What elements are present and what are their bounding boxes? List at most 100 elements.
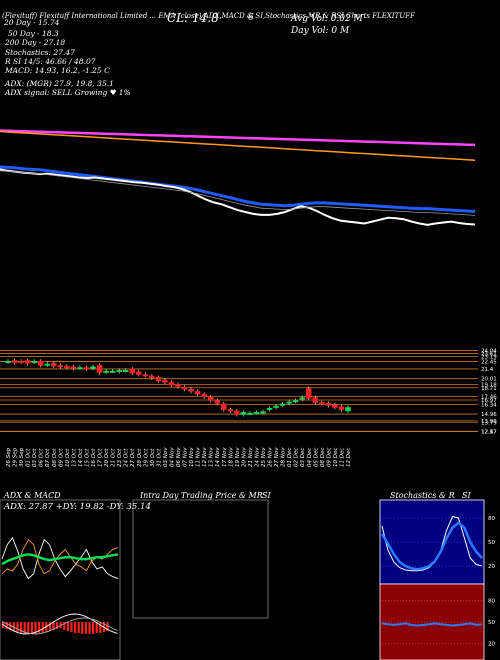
intraday-panel-title: Intra Day Trading Price & MR — [140, 491, 263, 500]
date-tick-0: 26 Sep — [6, 447, 12, 467]
price-tick-11: 14.96 — [481, 412, 497, 418]
source-line: (Flexituff) Flexituff International Limi… — [2, 12, 415, 20]
rsi-tick-1: 50 — [488, 620, 495, 626]
candle-1 — [11, 360, 18, 363]
date-tick-4: 03 Oct — [32, 448, 38, 467]
candle-24 — [162, 379, 168, 383]
candle-49 — [325, 403, 332, 406]
date-tick-47: 05 Dec — [313, 448, 319, 467]
intraday-panel-suffix: SI — [262, 491, 271, 500]
candle-3 — [24, 360, 31, 364]
date-tick-23: 31 Oct — [156, 448, 162, 467]
date-tick-30: 12 Nov — [202, 447, 208, 467]
candle-51 — [338, 406, 345, 410]
stoch-tick-1: 50 — [488, 540, 495, 546]
date-tick-29: 11 Nov — [196, 447, 202, 467]
candle-33 — [221, 403, 227, 410]
candle-4 — [31, 360, 37, 363]
adx-values: ADX: 27.87 +DY: 19.82 -DY: 35.14 — [4, 502, 151, 512]
ema-chart — [0, 129, 476, 226]
rsi-panel — [379, 583, 485, 660]
macd-bar-24 — [88, 622, 91, 634]
rsi-line-0 — [381, 622, 483, 627]
date-tick-41: 27 Nov — [274, 447, 280, 467]
date-tick-40: 26 Nov — [268, 447, 274, 467]
candle-37 — [247, 412, 253, 415]
macd-bar-19 — [70, 622, 73, 632]
price-tick-4: 21.4 — [481, 367, 494, 373]
ema-line-2 — [0, 130, 476, 162]
macd-bar-23 — [84, 622, 87, 634]
macd-bar-4 — [16, 622, 19, 632]
avg-volume: Avg Vol: 0.02 M — [291, 14, 363, 24]
adx-panel — [0, 499, 121, 660]
date-tick-37: 21 Nov — [248, 447, 254, 467]
macd-bar-29 — [106, 622, 109, 631]
stoch-tick-0: 80 — [488, 516, 495, 522]
macd-bar-13 — [48, 622, 51, 631]
adx-signal: ADX signal: SELL Growing ♥ 1% — [5, 88, 131, 97]
candle-30 — [201, 393, 207, 398]
candle-47 — [312, 397, 319, 403]
candle-25 — [168, 381, 175, 386]
macd-bar-20 — [74, 622, 77, 633]
candle-16 — [109, 370, 116, 373]
stochastics-label: Stochastics: 27.47 — [5, 48, 75, 57]
price-tick-12: 13.99 — [481, 419, 497, 425]
price-tick-7: 18.71 — [481, 386, 497, 392]
candle-48 — [319, 402, 325, 405]
date-tick-16: 21 Oct — [111, 448, 117, 467]
date-tick-22: 30 Oct — [150, 448, 156, 467]
day-volume: Day Vol: 0 M — [291, 26, 350, 36]
date-tick-32: 14 Nov — [215, 447, 221, 467]
adx-line-0 — [1, 536, 119, 580]
price-tick-1: 23.61 — [481, 351, 497, 357]
date-tick-10: 13 Oct — [71, 448, 77, 467]
candle-43 — [286, 401, 292, 404]
date-tick-49: 09 Dec — [326, 448, 332, 467]
date-tick-7: 08 Oct — [52, 448, 58, 467]
date-tick-35: 19 Nov — [235, 447, 241, 467]
stoch-tick-2: 20 — [488, 564, 495, 570]
ema-line-1 — [0, 165, 476, 213]
number-six: 6 — [248, 13, 254, 23]
candle-35 — [234, 410, 240, 415]
candle-31 — [207, 396, 214, 401]
candle-6 — [44, 363, 50, 366]
candle-10 — [70, 366, 77, 369]
candle-28 — [188, 388, 194, 392]
candle-36 — [240, 412, 247, 415]
date-tick-8: 09 Oct — [58, 448, 64, 467]
candle-27 — [181, 386, 188, 390]
candle-2 — [18, 360, 24, 363]
macd-bar-21 — [77, 622, 80, 633]
macd-bar-1 — [5, 622, 8, 629]
date-tick-9: 10 Oct — [65, 448, 71, 467]
ema-grey-line — [0, 170, 476, 216]
date-tick-51: 11 Dec — [339, 448, 345, 467]
ema200-label: 200 Day - 27.18 — [5, 38, 66, 47]
macd-line — [1, 613, 118, 635]
date-tick-13: 16 Oct — [91, 448, 97, 467]
macd-bar-8 — [30, 622, 33, 634]
macd-bar-7 — [27, 622, 30, 634]
ema-line-0 — [0, 168, 476, 226]
date-tick-1: 29 Sep — [13, 447, 19, 467]
date-tick-38: 24 Nov — [254, 447, 260, 467]
candle-44 — [292, 400, 299, 403]
macd-signal-line — [1, 617, 118, 635]
candle-38 — [253, 412, 260, 415]
date-tick-25: 04 Nov — [169, 447, 175, 467]
candle-41 — [273, 405, 279, 408]
price-tick-16: 12.47 — [481, 430, 497, 436]
macd-bar-27 — [99, 622, 102, 633]
date-tick-6: 07 Oct — [45, 448, 51, 467]
macd-bar-17 — [63, 622, 66, 630]
candle-21 — [142, 374, 149, 377]
date-tick-50: 10 Dec — [333, 448, 339, 467]
price-tick-2: 23.19 — [481, 354, 497, 360]
date-tick-28: 10 Nov — [189, 447, 195, 467]
adx-line-2 — [1, 553, 119, 566]
date-tick-3: 01 Oct — [26, 448, 32, 467]
stoch-panel — [379, 499, 485, 585]
